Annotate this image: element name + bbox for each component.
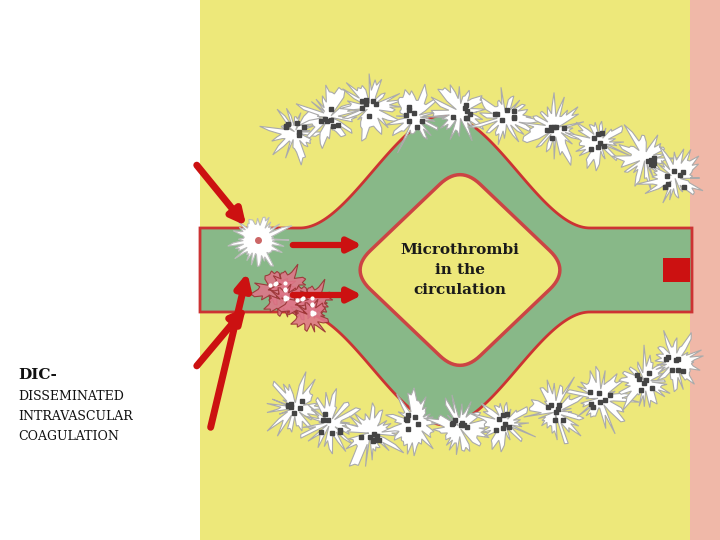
Polygon shape bbox=[385, 84, 448, 153]
Polygon shape bbox=[301, 388, 362, 454]
Polygon shape bbox=[518, 92, 584, 165]
Polygon shape bbox=[291, 299, 328, 332]
Bar bbox=[690, 0, 720, 540]
Text: Microthrombi
in the
circulation: Microthrombi in the circulation bbox=[400, 244, 519, 296]
Polygon shape bbox=[200, 115, 692, 425]
Polygon shape bbox=[295, 279, 333, 319]
Polygon shape bbox=[467, 87, 542, 145]
Polygon shape bbox=[360, 174, 560, 366]
Text: INTRAVASCULAR: INTRAVASCULAR bbox=[18, 410, 132, 423]
Polygon shape bbox=[423, 395, 502, 455]
Polygon shape bbox=[566, 366, 639, 434]
Text: DISSEMINATED: DISSEMINATED bbox=[18, 390, 124, 403]
Polygon shape bbox=[431, 85, 486, 141]
Polygon shape bbox=[565, 121, 631, 171]
Polygon shape bbox=[264, 284, 302, 317]
Polygon shape bbox=[345, 403, 404, 467]
Polygon shape bbox=[618, 345, 670, 410]
Polygon shape bbox=[470, 402, 536, 452]
Bar bbox=[0, 0, 200, 540]
Polygon shape bbox=[251, 271, 300, 305]
Polygon shape bbox=[655, 330, 703, 392]
Text: DIC-: DIC- bbox=[18, 368, 57, 382]
Polygon shape bbox=[228, 217, 292, 266]
Polygon shape bbox=[267, 372, 328, 436]
Polygon shape bbox=[612, 125, 678, 191]
Polygon shape bbox=[260, 109, 329, 165]
Polygon shape bbox=[278, 286, 328, 320]
Polygon shape bbox=[296, 85, 361, 148]
Polygon shape bbox=[340, 73, 405, 141]
Text: COAGULATION: COAGULATION bbox=[18, 430, 119, 443]
Polygon shape bbox=[636, 146, 703, 203]
Polygon shape bbox=[268, 264, 306, 304]
Polygon shape bbox=[382, 388, 443, 456]
Bar bbox=[663, 258, 690, 282]
Bar bbox=[200, 0, 690, 540]
Polygon shape bbox=[523, 377, 588, 444]
